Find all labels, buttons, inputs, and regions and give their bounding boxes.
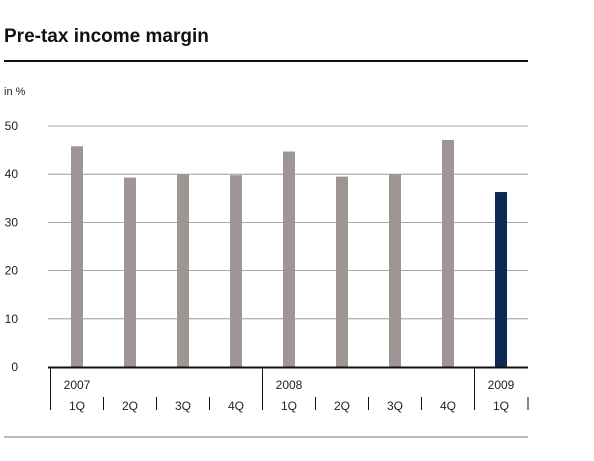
x-quarter-label: 1Q [69,399,85,413]
x-year-label: 2009 [488,378,515,392]
y-tick-label: 10 [5,312,19,326]
chart-title: Pre-tax income margin [4,26,209,47]
y-tick-label: 0 [11,360,18,374]
bar [283,151,295,367]
y-tick-label: 50 [5,119,19,133]
x-quarter-label: 4Q [228,399,244,413]
x-year-label: 2007 [64,378,91,392]
x-quarter-label: 2Q [334,399,350,413]
bar [336,176,348,367]
y-tick-label: 30 [5,215,19,229]
x-quarter-label: 1Q [281,399,297,413]
x-year-label: 2008 [276,378,303,392]
x-quarter-label: 3Q [387,399,403,413]
bar [124,177,136,367]
y-tick-label: 20 [5,264,19,278]
bar [230,175,242,367]
bar-current [495,192,507,367]
y-tick-label: 40 [5,167,19,181]
bar [71,146,83,367]
bar [442,139,454,367]
x-quarter-label: 2Q [122,399,138,413]
x-quarter-label: 4Q [440,399,456,413]
bars [71,139,507,367]
bar [177,174,189,367]
bar [389,174,401,367]
y-axis-ticks: 0 10 20 30 40 50 [5,119,19,374]
x-quarter-label: 3Q [175,399,191,413]
x-axis-labels: 2007 1Q 2Q 3Q 4Q 2008 1Q 2Q 3Q 4Q 2009 1Q [50,368,529,413]
unit-label: in % [4,86,26,98]
x-quarter-label: 1Q [493,399,509,413]
